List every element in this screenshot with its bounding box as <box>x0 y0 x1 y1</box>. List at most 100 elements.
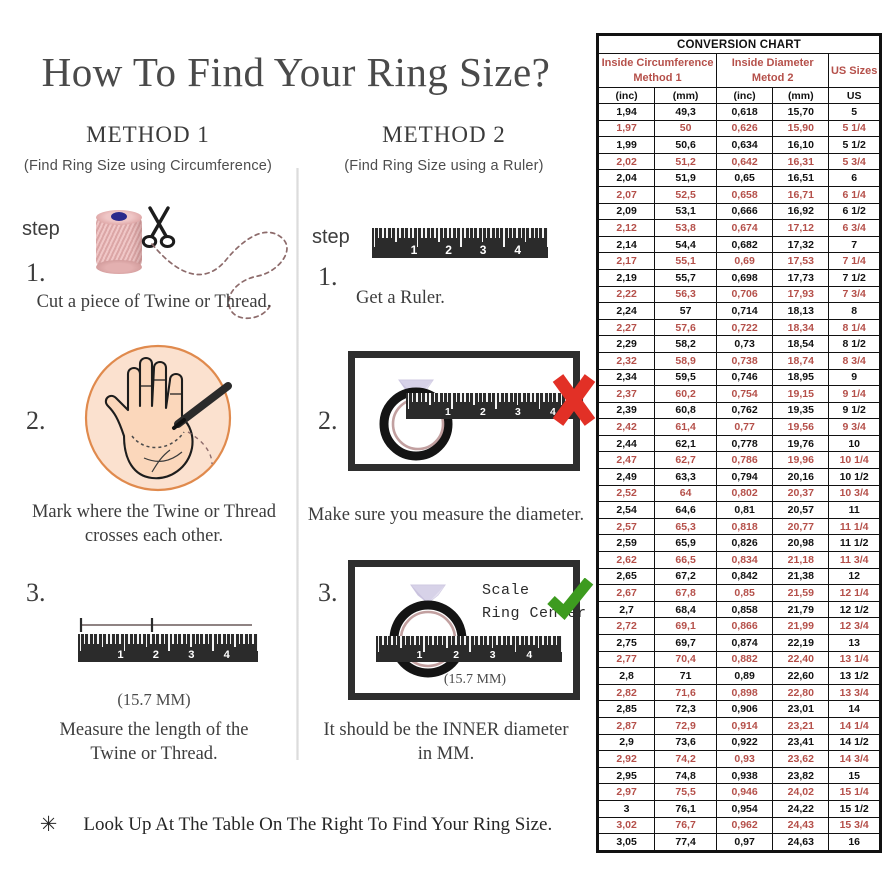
ruler-tick <box>416 393 418 402</box>
table-row: 2,72 69,1 0,866 21,99 12 3/4 <box>597 617 880 635</box>
table-cell: 11 1/2 <box>828 534 880 553</box>
table-row: 2,7 68,4 0,858 21,79 12 1/2 <box>597 600 880 619</box>
ruler-tick <box>172 634 174 644</box>
ruler-tick <box>542 636 544 645</box>
ruler-tick <box>114 634 117 644</box>
ruler-tick <box>455 636 457 645</box>
table-cell: 23,01 <box>772 700 830 718</box>
unit-header-row: (inc) (mm) (inc) (mm) US <box>597 87 880 104</box>
ruler-tick <box>238 634 241 644</box>
table-row: 2,34 59,5 0,746 18,95 9 <box>597 368 880 387</box>
method-2-step-3-number: 3. <box>318 578 338 607</box>
table-row: 2,27 57,6 0,722 18,34 8 1/4 <box>597 318 880 337</box>
table-cell: 0,938 <box>715 766 774 785</box>
table-cell: 0,682 <box>715 235 774 254</box>
ruler-tick <box>547 393 549 402</box>
table-row: 2,77 70,4 0,882 22,40 13 1/4 <box>597 650 880 669</box>
table-cell: 21,38 <box>772 567 830 586</box>
table-row: 2,14 54,4 0,682 17,32 7 <box>597 235 880 254</box>
table-row: 2,07 52,5 0,658 16,71 6 1/4 <box>597 185 880 204</box>
ruler-tick <box>408 228 410 239</box>
ruler-tick <box>79 634 81 652</box>
table-row: 2,9 73,6 0,922 23,41 14 1/2 <box>597 733 880 752</box>
ruler-tick <box>446 636 448 648</box>
ruler-tick <box>234 634 236 647</box>
chart-title: CONVERSION CHART <box>598 35 880 54</box>
ruler-tick <box>481 228 484 242</box>
method-2-step-2-number: 2. <box>318 406 338 435</box>
table-cell: 2,17 <box>597 252 656 270</box>
table-cell: 0,874 <box>715 634 774 652</box>
table-cell: 0,89 <box>715 667 774 685</box>
method-1-step-word: step <box>22 218 60 240</box>
table-cell: 11 1/4 <box>828 517 880 536</box>
ruler-tick <box>427 636 430 645</box>
table-cell: 59,5 <box>654 368 717 387</box>
ruler-tick <box>256 634 258 652</box>
table-cell: 2,02 <box>597 152 656 171</box>
footnote: ✳ Look Up At The Table On The Right To Fi… <box>0 812 592 837</box>
ruler-tick <box>469 636 471 653</box>
table-cell: 77,4 <box>654 833 717 851</box>
ruler-tick <box>101 634 104 647</box>
ruler-tick <box>377 228 380 239</box>
table-head: CONVERSION CHART Inside Circumference Me… <box>597 35 880 104</box>
ruler-tick <box>83 634 86 644</box>
ruler-tick <box>485 228 488 239</box>
table-cell: 71 <box>654 667 717 685</box>
table-cell: 2,37 <box>597 385 656 403</box>
ruler-tick <box>221 634 223 644</box>
table-row: 1,97 50 0,626 15,90 5 1/4 <box>597 119 880 138</box>
ruler-tick <box>418 636 421 645</box>
conversion-chart: CONVERSION CHART Inside Circumference Me… <box>596 33 882 853</box>
ruler-tick <box>212 634 214 652</box>
ruler-tick <box>137 634 139 644</box>
ruler-tick <box>464 636 466 645</box>
ruler-tick <box>543 393 545 402</box>
table-cell: 73,6 <box>654 733 717 752</box>
table-cell: 2,39 <box>597 401 656 420</box>
table-cell: 23,62 <box>772 750 830 768</box>
grp1-l2: Metod 2 <box>751 71 794 84</box>
table-cell: 51,2 <box>654 152 717 171</box>
table-cell: 11 3/4 <box>828 551 880 569</box>
ruler-tick <box>252 634 254 644</box>
ruler-number: 1 <box>117 648 124 661</box>
table-cell: 0,866 <box>715 617 774 635</box>
table-row: 2,24 57 0,714 18,13 8 <box>597 302 880 320</box>
table-cell: 70,4 <box>654 650 717 669</box>
table-cell: 24,02 <box>772 783 830 801</box>
table-cell: 2,92 <box>597 750 656 768</box>
ruler-tick <box>546 228 548 247</box>
table-cell: 61,4 <box>654 418 717 436</box>
table-cell: 0,706 <box>715 285 774 304</box>
table-cell: 24,22 <box>772 799 830 818</box>
table-cell: 14 1/2 <box>828 733 880 752</box>
table-cell: 17,73 <box>772 268 830 287</box>
ruler-tick <box>555 636 558 645</box>
ruler-tick <box>498 228 501 239</box>
ruler-tick <box>481 393 484 402</box>
ruler-tick <box>128 634 130 644</box>
table-cell: 0,906 <box>715 700 774 718</box>
method-1-step-2-number: 2. <box>26 406 46 435</box>
table-cell: 18,34 <box>772 318 830 337</box>
ruler-number: 4 <box>514 242 522 257</box>
table-cell: 55,7 <box>654 268 717 287</box>
ruler-tick <box>534 393 536 402</box>
ruler-tick <box>551 393 554 402</box>
table-row: 2,97 75,5 0,946 24,02 15 1/4 <box>597 783 880 801</box>
table-cell: 24,63 <box>772 833 830 851</box>
m2s3-line2: in MM. <box>417 744 475 765</box>
table-cell: 14 1/4 <box>828 716 880 735</box>
ruler-tick <box>400 636 402 648</box>
table-cell: 13 <box>828 634 880 652</box>
ruler-method-2-step-3: 1 2 3 4 <box>376 636 562 662</box>
table-cell: 0,674 <box>715 219 774 237</box>
ruler-tick <box>377 636 379 653</box>
ruler-tick <box>123 634 126 652</box>
table-cell: 52,5 <box>654 185 717 204</box>
ruler-tick <box>225 634 228 644</box>
ruler-tick <box>433 393 436 402</box>
ruler-number: 4 <box>526 649 533 661</box>
